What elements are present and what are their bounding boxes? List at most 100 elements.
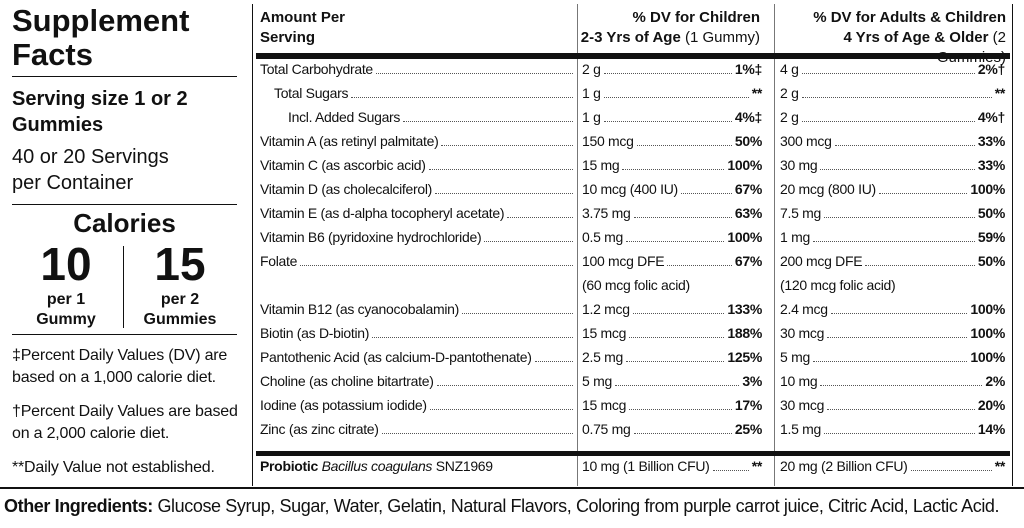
nutrient-cell: Iodine (as potassium iodide)	[260, 397, 576, 413]
leader	[834, 145, 975, 146]
column-title: % DV for Children	[632, 9, 760, 26]
divider	[123, 246, 124, 328]
dv: 4%‡	[734, 109, 762, 125]
probiotic-species: Bacillus coagulans	[321, 458, 433, 474]
leader	[820, 385, 983, 386]
column-age: 2-3 Yrs of Age	[580, 29, 681, 46]
table-row: Choline (as choline bitartrate) 5 mg 3% 10 …	[258, 373, 1008, 397]
nutrient-name: Vitamin A (as retinyl palmitate)	[260, 133, 439, 149]
dv: 100%	[970, 181, 1005, 197]
amount: 5 mg	[582, 373, 612, 389]
dv: 100%	[970, 325, 1005, 341]
dv: **	[994, 458, 1006, 474]
amount: 2 g	[582, 61, 601, 77]
leader	[824, 217, 975, 218]
leader	[507, 217, 573, 218]
nutrient-name: Incl. Added Sugars	[288, 109, 401, 125]
amount: 2.5 mg	[582, 349, 623, 365]
amount-cell: 15 mcg 188%	[582, 325, 762, 341]
nutrient-name: Vitamin D (as cholecalciferol)	[260, 181, 433, 197]
nutrient-cell: Folate	[260, 253, 576, 269]
nutrient-name: Total Carbohydrate	[260, 61, 373, 77]
table-row: Vitamin E (as d-alpha tocopheryl acetate…	[258, 205, 1008, 229]
nutrient-cell: Incl. Added Sugars	[288, 109, 576, 125]
dv: 100%	[970, 301, 1005, 317]
amount-cell: 20 mcg (800 IU) 100%	[780, 181, 1005, 197]
leader	[603, 121, 732, 122]
amount: 5 mg	[780, 349, 810, 365]
other-ingredients: Other Ingredients: Glucose Syrup, Sugar,…	[4, 496, 1022, 517]
amount-cell: 1 g **	[582, 85, 762, 101]
amount-cell: 300 mcg 33%	[780, 133, 1005, 149]
serving-size: Serving size 1 or 2 Gummies	[12, 88, 188, 136]
amount-note: (120 mcg folic acid)	[780, 277, 896, 293]
table-row: Total Carbohydrate 2 g 1%‡ 4 g 2%†	[258, 61, 1008, 85]
amount-cell: 2.5 mg 125%	[582, 349, 762, 365]
leader	[626, 241, 725, 242]
nutrient-name: Iodine (as potassium iodide)	[260, 397, 427, 413]
table-row: Vitamin D (as cholecalciferol) 10 mcg (40…	[258, 181, 1008, 205]
dv: 133%	[727, 301, 762, 317]
leader	[865, 265, 975, 266]
amount-cell: 2 g **	[780, 85, 1005, 101]
divider	[12, 76, 237, 77]
nutrient-cell: Vitamin C (as ascorbic acid)	[260, 157, 576, 173]
dv: 33%	[977, 133, 1005, 149]
amount-cell: 7.5 mg 50%	[780, 205, 1005, 221]
dv: **	[994, 85, 1006, 101]
dv: 100%	[727, 157, 762, 173]
dv: 67%	[734, 181, 762, 197]
amount-cell: 2.4 mcg 100%	[780, 301, 1005, 317]
leader	[603, 97, 749, 98]
dv: **	[751, 458, 763, 474]
footnote: ‡Percent Daily Values (DV) are based on …	[12, 347, 228, 386]
column-qty: (1 Gummy)	[685, 29, 760, 46]
nutrient-cell: Vitamin E (as d-alpha tocopheryl acetate…	[260, 205, 576, 221]
leader	[636, 145, 732, 146]
leader	[827, 337, 968, 338]
divider	[12, 204, 237, 205]
amount-cell: 30 mg 33%	[780, 157, 1005, 173]
table-row: Zinc (as zinc citrate) 0.75 mg 25% 1.5 mg 14…	[258, 421, 1008, 445]
leader	[614, 385, 740, 386]
amount-cell: 15 mg 100%	[582, 157, 762, 173]
table-row: Vitamin A (as retinyl palmitate) 150 mcg 5…	[258, 133, 1008, 157]
calorie-item: 10 per 1 Gummy	[12, 238, 120, 330]
amount: 4 g	[780, 61, 799, 77]
leader	[462, 313, 573, 314]
amount: 30 mg	[780, 157, 818, 173]
calorie-item: 15 per 2 Gummies	[126, 238, 234, 330]
footnote: **Daily Value not established.	[12, 459, 215, 476]
amount-cell: 200 mcg DFE 50%	[780, 253, 1005, 269]
amount: 15 mcg	[582, 325, 627, 341]
amount-header: Amount Per Serving	[260, 9, 346, 46]
amount: 0.5 mg	[582, 229, 623, 245]
nutrient-name: Vitamin B12 (as cyanocobalamin)	[260, 301, 459, 317]
amount: 1 mg	[780, 229, 810, 245]
nutrient-name: Vitamin B6 (pyridoxine hydrochloride)	[260, 229, 482, 245]
column-age: 4 Yrs of Age & Older	[843, 29, 989, 46]
amount-cell: 5 mg 3%	[582, 373, 762, 389]
table-row: Vitamin C (as ascorbic acid) 15 mg 100% 30 …	[258, 157, 1008, 181]
amount: 7.5 mg	[780, 205, 821, 221]
amount: 10 mg (1 Billion CFU)	[582, 458, 710, 474]
amount: 30 mcg	[780, 325, 825, 341]
dv: 50%	[734, 133, 762, 149]
nutrient-cell: Choline (as choline bitartrate)	[260, 373, 576, 389]
amount: 2.4 mcg	[780, 301, 828, 317]
amount-cell: 10 mg 2%	[780, 373, 1005, 389]
table-row: Folate 100 mcg DFE 67% (60 mcg folic acid) 2…	[258, 253, 1008, 301]
amount: 1.2 mcg	[582, 301, 630, 317]
amount-cell: 1.5 mg 14%	[780, 421, 1005, 437]
column-line	[774, 4, 775, 486]
footnote: †Percent Daily Values are based on a 2,0…	[12, 403, 238, 442]
leader	[403, 121, 573, 122]
amount: 1 g	[582, 85, 601, 101]
nutrient-cell: Vitamin D (as cholecalciferol)	[260, 181, 576, 197]
column-line	[577, 4, 578, 486]
nutrient-name: Vitamin C (as ascorbic acid)	[260, 157, 426, 173]
amount: 2 g	[780, 109, 799, 125]
nutrient-cell: Pantothenic Acid (as calcium-D-pantothen…	[260, 349, 576, 365]
amount-cell: 1 mg 59%	[780, 229, 1005, 245]
